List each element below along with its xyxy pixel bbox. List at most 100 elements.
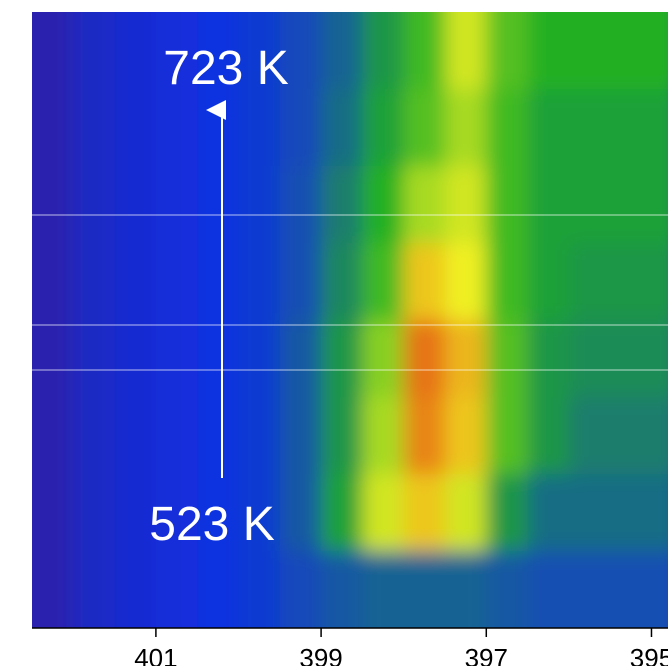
heatmap-cell [403,166,446,244]
heatmap-cell [403,12,446,90]
heatmap-cell [527,551,570,628]
heatmap-cell [114,166,157,244]
heatmap-cell [32,397,75,475]
heatmap-cell [527,243,570,321]
heatmap-cell [155,474,199,552]
heatmap-cell [610,166,668,244]
heatmap-cell [486,474,529,552]
heatmap-cell [32,551,75,628]
heatmap-cell [321,397,364,475]
heatmap-cell [486,89,529,167]
heatmap-cell [197,320,240,398]
annotation: 723 K [163,42,288,95]
heatmap-cell [610,397,668,475]
heatmap-cell [362,89,405,167]
heatmap-cell [155,397,199,475]
heatmap-cell [155,320,199,398]
heatmap-cell [197,89,240,167]
heatmap-cell [73,166,116,244]
heatmap-cell [197,166,240,244]
heatmap-cell [279,12,323,90]
heatmap-cell [568,243,612,321]
heatmap-cell [114,320,157,398]
heatmap-cell [527,12,570,90]
heatmap-cell [444,397,488,475]
heatmap-cell [73,474,116,552]
heatmap-cell [321,474,364,552]
heatmap-cell [279,551,323,628]
heatmap-cell [610,243,668,321]
heatmap-cell [73,551,116,628]
heatmap-cell [279,397,323,475]
heatmap-cell [527,89,570,167]
heatmap-cell [238,243,281,321]
heatmap-cell [279,320,323,398]
x-tick-label: 401 [134,643,177,666]
heatmap-cell [197,397,240,475]
heatmap-cell [403,474,446,552]
heatmap-cell [362,12,405,90]
heatmap-cell [114,89,157,167]
heatmap-cell [444,12,488,90]
heatmap-cell [568,474,612,552]
heatmap-cell [610,320,668,398]
heatmap-cell [155,243,199,321]
heatmap-cell [568,551,612,628]
heatmap-cell [403,397,446,475]
heatmap-cell [321,320,364,398]
heatmap-cell [279,89,323,167]
heatmap-cell [321,89,364,167]
heatmap-cell [155,551,199,628]
heatmap-cell [155,89,199,167]
heatmap-cell [321,551,364,628]
heatmap-cell [197,474,240,552]
heatmap-cell [32,320,75,398]
heatmap-cell [568,397,612,475]
heatmap-cell [486,243,529,321]
heatmap-cell [444,243,488,321]
heatmap-cell [403,320,446,398]
heatmap-cell [32,474,75,552]
heatmap-cell [362,551,405,628]
heatmap-cell [114,397,157,475]
heatmap-cell [610,551,668,628]
heatmap-cell [527,474,570,552]
heatmap-cell [155,166,199,244]
x-tick-label: 395 [630,643,668,666]
heatmap-cell [197,243,240,321]
heatmap-cell [321,12,364,90]
heatmap-cell [73,89,116,167]
heatmap-cell [486,166,529,244]
heatmap-cell [114,551,157,628]
heatmap-cell [32,243,75,321]
heatmap-cell [444,89,488,167]
heatmap-cell [486,397,529,475]
heatmap-cell [568,320,612,398]
heatmap-cell [197,551,240,628]
heatmap-cell [73,12,116,90]
heatmap-cell [403,243,446,321]
heatmap-cell [610,12,668,90]
heatmap-cell [238,89,281,167]
heatmap-cell [444,166,488,244]
heatmap-cell [486,320,529,398]
heatmap-cell [444,551,488,628]
heatmap-cell [238,474,281,552]
heatmap-cell [32,12,75,90]
heatmap-cell [444,474,488,552]
heatmap-cell [362,320,405,398]
heatmap-cell [73,320,116,398]
heatmap-cell [238,551,281,628]
x-tick-label: 399 [299,643,342,666]
heatmap-cell [279,166,323,244]
heatmap-cell [114,474,157,552]
heatmap-cell [32,89,75,167]
heatmap-cell [321,166,364,244]
heatmap-cell [486,12,529,90]
heatmap-cell [362,166,405,244]
heatmap-cell [403,551,446,628]
heatmap-cell [197,12,240,90]
heatmap-cell [527,320,570,398]
